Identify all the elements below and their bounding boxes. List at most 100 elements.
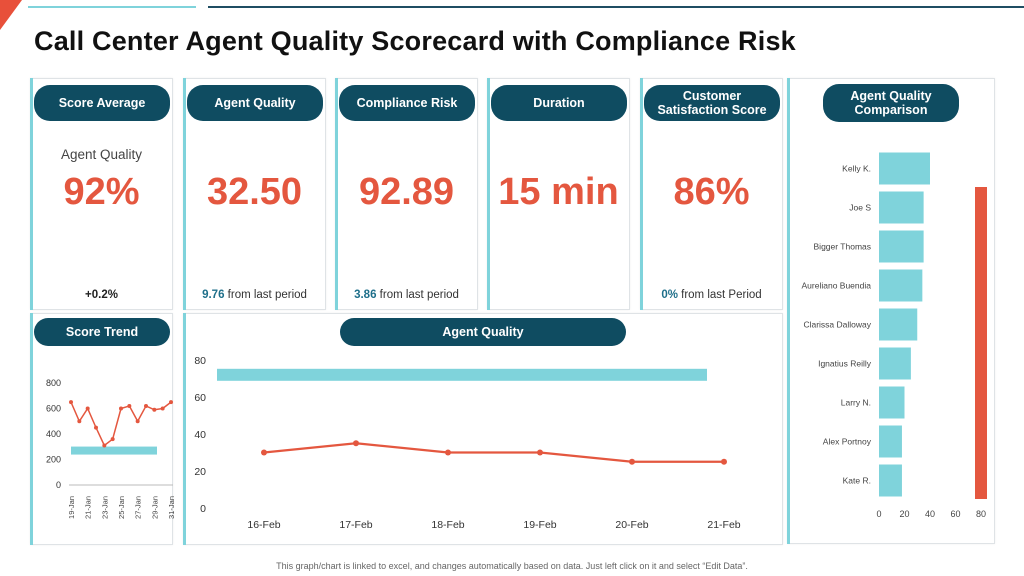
kpi-card-compliance-risk: Compliance Risk 92.89 3.86 from last per…: [335, 78, 478, 310]
comparison-bar: [879, 152, 930, 185]
x-tick-label: 19-Jan: [67, 496, 76, 519]
kpi-label-score-average: Score Average: [34, 85, 170, 121]
x-tick-label: 23-Jan: [100, 496, 109, 519]
comparison-bar: [879, 191, 924, 224]
kpi-card-customer-satisfaction: Customer Satisfaction Score 86% 0% from …: [640, 78, 783, 310]
x-tick-label: 0: [876, 509, 881, 519]
kpi-label-compliance-risk: Compliance Risk: [339, 85, 475, 121]
y-tick-label: 600: [46, 404, 61, 414]
x-tick-label: 21-Feb: [707, 519, 740, 531]
x-tick-label: 19-Feb: [523, 519, 556, 531]
kpi-value-customer-satisfaction: 86%: [673, 171, 750, 213]
kpi-change-number: +0.2%: [85, 289, 118, 301]
x-tick-label: 31-Jan: [167, 496, 174, 519]
kpi-card-duration: Duration 15 min: [487, 78, 630, 310]
kpi-subtitle: Agent Quality: [60, 147, 143, 162]
comparison-bar: [879, 464, 902, 497]
y-tick-label: 800: [46, 378, 61, 388]
y-tick-label: 20: [194, 466, 206, 478]
kpi-change-number: 3.86: [354, 289, 377, 301]
kpi-value-agent-quality: 32.50: [206, 171, 303, 213]
bar-category-label: Kate R.: [843, 476, 871, 486]
x-tick-label: 16-Feb: [247, 519, 280, 531]
agent-quality-chart-card: Agent Quality 0 20 40 60 80 16-Feb 17-Feb 18-Fe…: [183, 313, 783, 545]
kpi-change-number: 0%: [661, 289, 678, 301]
y-tick-label: 40: [194, 429, 206, 441]
trend-point: [135, 419, 140, 424]
comparison-bar: [879, 269, 923, 302]
agent-quality-line: [263, 442, 724, 463]
trend-point: [85, 406, 90, 411]
kpi-label-line: Customer: [682, 88, 742, 103]
bar-category-label: Bigger Thomas: [814, 242, 871, 252]
comparison-bar: [879, 230, 924, 263]
kpi-label-agent-quality: Agent Quality: [187, 85, 323, 121]
kpi-label-duration: Duration: [491, 85, 627, 121]
x-tick-label: 18-Feb: [431, 519, 464, 531]
bar-category-label: Larry N.: [841, 398, 871, 408]
bar-category-label: Clarissa Dalloway: [803, 320, 871, 330]
y-tick-label: 200: [46, 455, 61, 465]
x-tick-label: 40: [925, 509, 935, 519]
trend-point: [119, 406, 123, 411]
comparison-label-line: Comparison: [854, 103, 928, 117]
score-trend-label: Score Trend: [34, 318, 170, 346]
y-tick-label: 80: [194, 355, 206, 367]
trend-point: [69, 400, 73, 405]
x-tick-label: 20: [899, 509, 909, 519]
x-tick-label: 27-Jan: [134, 496, 143, 519]
y-tick-label: 60: [194, 392, 206, 404]
y-tick-label: 0: [56, 480, 61, 490]
kpi-change-score-average: +0.2%: [31, 289, 172, 301]
kpi-change-compliance-risk: 3.86 from last period: [336, 289, 477, 301]
target-bar: [975, 187, 987, 499]
corner-accent: [0, 0, 22, 30]
kpi-value-compliance-risk: 92.89: [358, 171, 455, 213]
top-divider-line: [208, 6, 1024, 8]
trend-point: [77, 419, 82, 424]
kpi-card-score-average: Score Average Agent Quality 92% +0.2%: [30, 78, 173, 310]
score-trend-card: Score Trend 0 200 400 600 800 19-Jan 21-Jan 23-…: [30, 313, 174, 545]
score-trend-chart: 0 200 400 600 800 19-Jan 21-Jan 23-Jan 25-Jan 27-…: [46, 378, 174, 519]
trend-point: [110, 437, 115, 442]
trend-point: [102, 443, 107, 448]
trend-point: [169, 400, 173, 405]
kpi-change-text: from last period: [376, 289, 459, 301]
agent-quality-point: [629, 458, 635, 465]
bar-category-label: Kelly K.: [842, 164, 871, 174]
kpi-label-line: Satisfaction Score: [657, 103, 767, 117]
kpi-value-score-average: 92%: [63, 171, 140, 213]
trend-point: [144, 403, 148, 408]
kpi-change-number: 9.76: [202, 289, 225, 301]
trend-point: [160, 406, 165, 411]
x-tick-label: 21-Jan: [84, 496, 93, 519]
x-tick-label: 17-Feb: [339, 519, 372, 531]
agent-quality-comparison-chart: Kelly K. Joe S Bigger Thomas Aureliano Buen…: [802, 152, 987, 519]
trend-point: [94, 425, 98, 430]
comparison-bar: [879, 347, 911, 380]
agent-quality-point: [261, 449, 267, 456]
kpi-label-customer-satisfaction: Customer Satisfaction Score: [644, 85, 780, 121]
bar-category-label: Ignatius Reilly: [818, 359, 872, 369]
kpi-value-duration: 15 min: [498, 171, 619, 213]
page-title: Call Center Agent Quality Scorecard with…: [34, 26, 796, 56]
kpi-change-text: from last period: [224, 289, 307, 301]
agent-quality-point: [445, 449, 451, 456]
bar-category-label: Joe S: [849, 203, 871, 213]
comparison-bar: [879, 308, 918, 341]
x-tick-label: 80: [976, 509, 986, 519]
x-tick-label: 60: [950, 509, 960, 519]
x-tick-label: 29-Jan: [150, 496, 159, 519]
kpi-change-agent-quality: 9.76 from last period: [184, 289, 325, 301]
agent-quality-point: [537, 449, 543, 456]
bar-category-label: Aureliano Buendia: [802, 281, 872, 291]
comparison-bar: [879, 386, 905, 419]
agent-quality-chart: 0 20 40 60 80 16-Feb 17-Feb 18-Feb 19-Feb 20-Feb 2…: [194, 355, 740, 531]
kpi-change-customer-satisfaction: 0% from last Period: [641, 289, 782, 301]
y-tick-label: 0: [200, 503, 206, 515]
x-tick-label: 20-Feb: [615, 519, 648, 531]
comparison-label: Agent Quality Comparison: [823, 84, 959, 122]
footer-note: This graph/chart is linked to excel, and…: [276, 561, 748, 571]
target-bar: [217, 368, 707, 381]
agent-quality-point: [353, 440, 359, 447]
